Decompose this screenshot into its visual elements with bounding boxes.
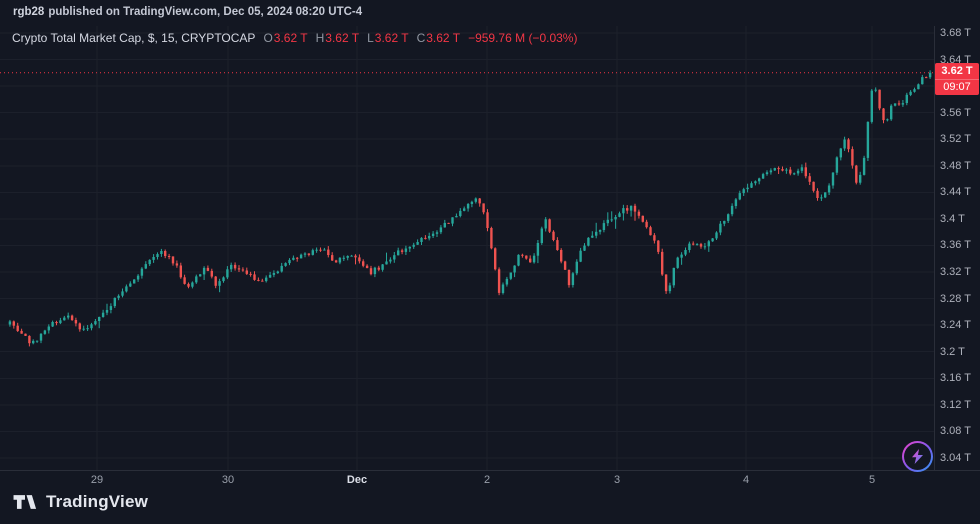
time-tick-label: 29: [90, 474, 104, 486]
lightning-icon: [912, 449, 923, 464]
price-tick-label: 3.32 T: [940, 266, 971, 279]
price-tick-label: 3.52 T: [940, 133, 971, 146]
last-price-badge: 3.62 T 09:07: [935, 63, 979, 95]
time-tick-label: 5: [868, 474, 876, 486]
price-tick-label: 3.16 T: [940, 372, 971, 385]
candlestick-series: [8, 70, 932, 347]
time-tick-label: 30: [221, 474, 235, 486]
tradingview-logo-icon: [13, 495, 37, 509]
price-tick-label: 3.4 T: [940, 212, 965, 225]
boost-button[interactable]: [902, 441, 933, 472]
change-value: −959.76 M (−0.03%): [468, 31, 578, 45]
price-tick-label: 3.28 T: [940, 292, 971, 305]
price-tick-label: 3.68 T: [940, 27, 971, 39]
chart-legend: Crypto Total Market Cap, $, 15, CRYPTOCA…: [12, 31, 577, 45]
price-tick-label: 3.56 T: [940, 106, 971, 119]
time-tick-label: 4: [742, 474, 750, 486]
last-price-value: 3.62 T: [941, 65, 973, 77]
time-tick-label: 3: [613, 474, 621, 486]
author-username: rgb28: [13, 6, 45, 18]
price-tick-label: 3.12 T: [940, 398, 971, 411]
tradingview-logo-link[interactable]: TradingView: [12, 491, 148, 513]
price-tick-label: 3.44 T: [940, 186, 971, 199]
ohlc-high: H 3.62 T: [315, 31, 360, 45]
price-tick-label: 3.24 T: [940, 319, 971, 332]
price-tick-label: 3.2 T: [940, 345, 965, 358]
snapshot-attribution: rgb28 published on TradingView.com, Dec 0…: [13, 6, 362, 18]
price-tick-label: 3.36 T: [940, 239, 971, 252]
ohlc-open: O 3.62 T: [263, 31, 308, 45]
brand-name: TradingView: [46, 492, 149, 511]
grid-lines: [0, 26, 934, 470]
bar-countdown: 09:07: [935, 79, 979, 94]
ohlc-low: L 3.62 T: [367, 31, 409, 45]
attribution-text: published on TradingView.com, Dec 05, 20…: [48, 6, 363, 18]
price-tick-label: 3.64 T: [940, 53, 971, 66]
ohlc-close: C 3.62 T: [416, 31, 461, 45]
price-tick-label: 3.04 T: [940, 451, 971, 464]
symbol-title: Crypto Total Market Cap, $, 15, CRYPTOCA…: [12, 31, 256, 45]
price-tick-label: 3.48 T: [940, 159, 971, 172]
time-tick-label: 2: [483, 474, 491, 486]
price-tick-label: 3.08 T: [940, 425, 971, 438]
time-scale[interactable]: 29 30 Dec 2 3 4 5: [0, 474, 980, 492]
time-tick-label: Dec: [346, 474, 368, 486]
